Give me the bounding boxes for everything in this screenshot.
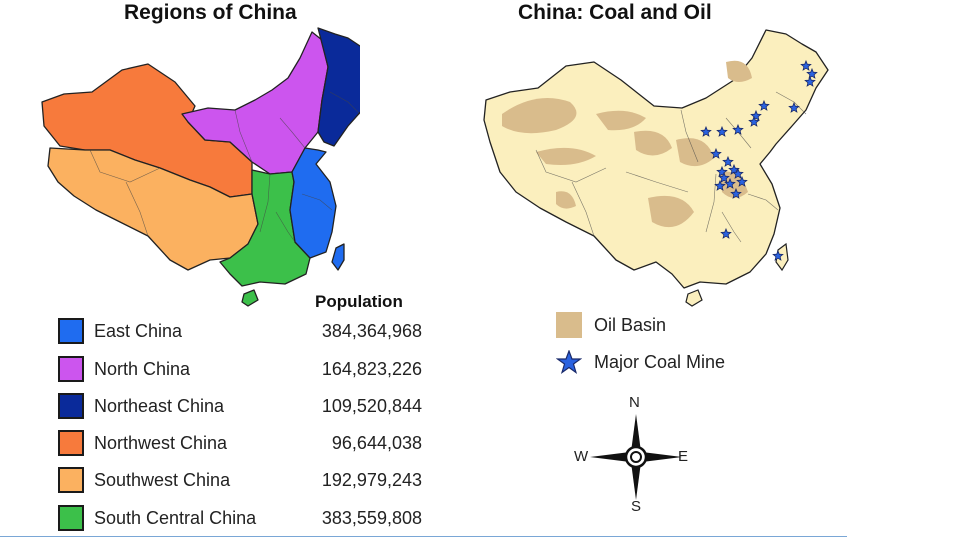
coal-mine-star xyxy=(732,123,744,135)
region-northeast xyxy=(317,27,360,147)
region-name: Southwest China xyxy=(94,470,231,490)
region-color-swatch xyxy=(58,393,84,419)
region-population: 96,644,038 xyxy=(331,433,422,453)
coal-mine-star xyxy=(804,75,816,87)
region-population: 192,979,243 xyxy=(321,470,422,490)
oil-basin xyxy=(726,60,752,82)
coal-mine-star xyxy=(788,101,800,113)
hainan-island xyxy=(685,289,703,307)
star-icon xyxy=(556,350,582,374)
region-population: 109,520,844 xyxy=(321,396,422,416)
oil-basins xyxy=(502,60,752,228)
region-population: 384,364,968 xyxy=(321,321,422,341)
coal-mine-label: Major Coal Mine xyxy=(594,352,726,372)
region-color-swatch xyxy=(58,318,84,344)
coal-mine-star xyxy=(718,171,730,183)
compass-west-label: W xyxy=(574,448,589,465)
coal-mine-star xyxy=(714,179,726,191)
compass-rose-icon xyxy=(590,414,682,500)
coal-mine-star xyxy=(750,109,762,121)
coal-mine-star xyxy=(806,67,818,79)
oil-basin xyxy=(634,130,672,156)
taiwan-island xyxy=(331,243,345,271)
oil-basin-label: Oil Basin xyxy=(594,315,667,335)
coal-mine-star xyxy=(772,249,784,261)
taiwan-island xyxy=(775,242,789,272)
region-legend-row: Northeast China 109,520,844 xyxy=(58,393,428,423)
coal-mine-star xyxy=(732,167,744,179)
compass-east-label: E xyxy=(678,448,689,465)
hainan-island xyxy=(241,289,259,307)
oil-basin xyxy=(556,191,576,209)
region-population: 164,823,226 xyxy=(321,359,422,379)
region-name: East China xyxy=(94,321,183,341)
region-population: 383,559,808 xyxy=(321,508,422,528)
coal-mine-star xyxy=(710,147,722,159)
oil-basin xyxy=(502,98,577,134)
compass-south-label: S xyxy=(631,498,642,515)
regions-map-title: Regions of China xyxy=(124,1,297,24)
coal-mine-star xyxy=(800,59,812,71)
coal-mine-star xyxy=(724,177,736,189)
bottom-divider xyxy=(0,536,847,537)
regions-map xyxy=(41,27,360,307)
region-color-swatch xyxy=(58,505,84,531)
region-name: North China xyxy=(94,359,191,379)
region-name: Northeast China xyxy=(94,396,225,416)
region-east xyxy=(289,147,337,259)
coal-mine-star xyxy=(700,125,712,137)
coal-mine-star xyxy=(736,175,748,187)
coal-mine-star xyxy=(716,125,728,137)
region-legend-row: North China 164,823,226 xyxy=(58,356,428,386)
oil-basin xyxy=(596,110,646,131)
coal-mine-star xyxy=(730,187,742,199)
oil-basin xyxy=(648,195,694,228)
oil-basin xyxy=(676,138,714,167)
region-legend-row: Northwest China 96,644,038 xyxy=(58,430,428,460)
coal-mine-star xyxy=(716,165,728,177)
compass-north-label: N xyxy=(629,394,640,411)
coal-mine-star xyxy=(722,155,734,167)
coal-oil-map-title: China: Coal and Oil xyxy=(518,1,712,24)
region-color-swatch xyxy=(58,467,84,493)
region-legend-row: South Central China 383,559,808 xyxy=(58,505,428,535)
region-color-swatch xyxy=(58,356,84,382)
china-land xyxy=(483,29,829,289)
region-legend-row: East China 384,364,968 xyxy=(58,318,428,348)
coal-mine-star xyxy=(748,115,760,127)
oil-basin xyxy=(536,147,596,165)
region-name: Northwest China xyxy=(94,433,228,453)
coal-mine-star xyxy=(758,99,770,111)
region-legend-row: Southwest China 192,979,243 xyxy=(58,467,428,497)
population-header: Population xyxy=(315,292,403,311)
coal-oil-map xyxy=(483,29,829,307)
coal-mine-star xyxy=(720,227,732,239)
region-color-swatch xyxy=(58,430,84,456)
oil-basin-swatch xyxy=(556,312,582,338)
region-name: South Central China xyxy=(94,508,257,528)
